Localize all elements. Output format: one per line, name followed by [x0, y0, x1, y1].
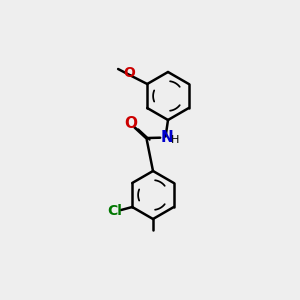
- Text: O: O: [124, 116, 137, 131]
- Text: N: N: [160, 130, 173, 145]
- Text: O: O: [123, 66, 135, 80]
- Text: H: H: [171, 135, 179, 145]
- Text: Cl: Cl: [107, 204, 122, 218]
